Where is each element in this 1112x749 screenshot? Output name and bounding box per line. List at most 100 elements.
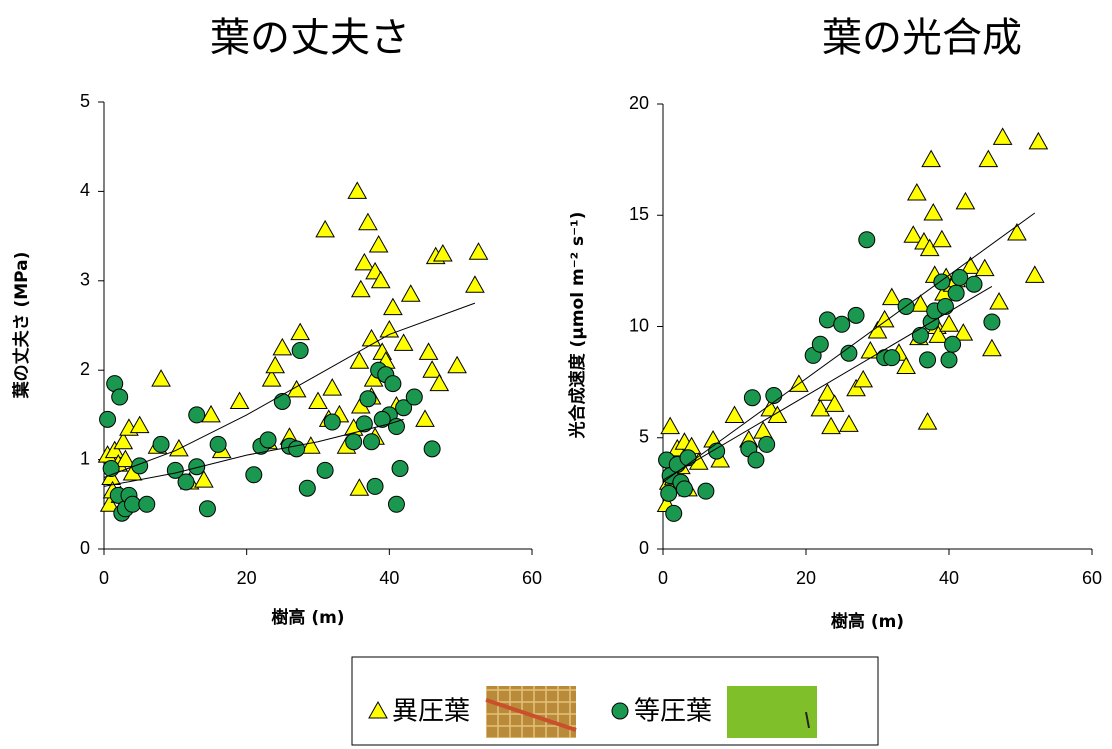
x-tick-label: 60 (1082, 568, 1102, 588)
point (423, 361, 441, 377)
point (748, 452, 764, 468)
point (994, 128, 1012, 144)
point (420, 343, 438, 359)
point (406, 389, 422, 405)
point (139, 496, 155, 512)
point (210, 436, 226, 452)
point (274, 393, 290, 409)
x-tick-label: 0 (658, 568, 668, 588)
point (859, 232, 875, 248)
y-tick-label: 5 (639, 427, 649, 447)
point (976, 260, 994, 276)
point (367, 478, 383, 494)
chart-title: 葉の光合成 (822, 15, 1022, 61)
point (299, 480, 315, 496)
point (388, 496, 404, 512)
point (348, 182, 366, 198)
point (984, 314, 1000, 330)
point (402, 285, 420, 301)
point (876, 311, 894, 327)
point (448, 357, 466, 373)
point (1026, 266, 1044, 282)
point (291, 324, 309, 340)
point (884, 350, 900, 366)
point (919, 413, 937, 429)
y-axis-label: 葉の丈夫さ (MPa) (11, 252, 32, 400)
x-tick-label: 40 (939, 568, 959, 588)
point (100, 411, 116, 427)
point (848, 307, 864, 323)
point (131, 417, 149, 433)
point (1029, 133, 1047, 149)
point (883, 289, 901, 305)
point (979, 151, 997, 167)
point (189, 407, 205, 423)
point (199, 501, 215, 517)
y-tick-label: 2 (80, 359, 90, 379)
point (945, 336, 961, 352)
point (922, 151, 940, 167)
page: 葉の丈夫さ樹高 (m)葉の丈夫さ (MPa)0123450204060葉の光合成… (0, 0, 1112, 749)
point (152, 370, 170, 386)
point (392, 461, 408, 477)
point (260, 432, 276, 448)
point (912, 327, 928, 343)
point (766, 387, 782, 403)
x-axis-label: 樹高 (m) (271, 607, 344, 628)
point (948, 285, 964, 301)
point (680, 450, 696, 466)
point (359, 214, 377, 230)
y-tick-label: 10 (629, 315, 649, 335)
point (759, 436, 775, 452)
legend-marker (612, 703, 628, 719)
point (466, 276, 484, 292)
point (834, 316, 850, 332)
point (661, 418, 679, 434)
point (178, 474, 194, 490)
point (933, 231, 951, 247)
x-tick-label: 20 (237, 568, 257, 588)
point (854, 371, 872, 387)
point (384, 299, 402, 315)
point (811, 400, 829, 416)
point (292, 343, 308, 359)
point (812, 336, 828, 352)
point (170, 440, 188, 456)
point (388, 419, 404, 435)
point (273, 339, 291, 355)
point (726, 407, 744, 423)
point (424, 441, 440, 457)
y-tick-label: 15 (629, 204, 649, 224)
point (666, 505, 682, 521)
point (346, 434, 362, 450)
point (966, 276, 982, 292)
y-tick-label: 1 (80, 448, 90, 468)
point (363, 330, 381, 346)
point (103, 461, 119, 477)
point (364, 434, 380, 450)
x-tick-label: 60 (522, 568, 542, 588)
point (676, 481, 692, 497)
x-tick-label: 0 (99, 568, 109, 588)
point (323, 379, 341, 395)
point (317, 462, 333, 478)
y-tick-label: 3 (80, 270, 90, 290)
point (416, 410, 434, 426)
x-axis-label: 樹高 (m) (831, 611, 904, 632)
point (374, 411, 390, 427)
point (350, 479, 368, 495)
point (266, 357, 284, 373)
y-axis-label: 光合成速度 (µmol m⁻² s⁻¹) (567, 212, 588, 440)
point (352, 281, 370, 297)
point (840, 415, 858, 431)
x-tick-label: 20 (796, 568, 816, 588)
legend-image (727, 686, 817, 738)
point (990, 293, 1008, 309)
legend-label: 等圧葉 (634, 697, 712, 727)
legend-image (486, 686, 576, 738)
point (370, 236, 388, 252)
chart-title: 葉の丈夫さ (210, 15, 410, 61)
point (698, 483, 714, 499)
y-tick-label: 5 (80, 91, 90, 111)
point (744, 390, 760, 406)
